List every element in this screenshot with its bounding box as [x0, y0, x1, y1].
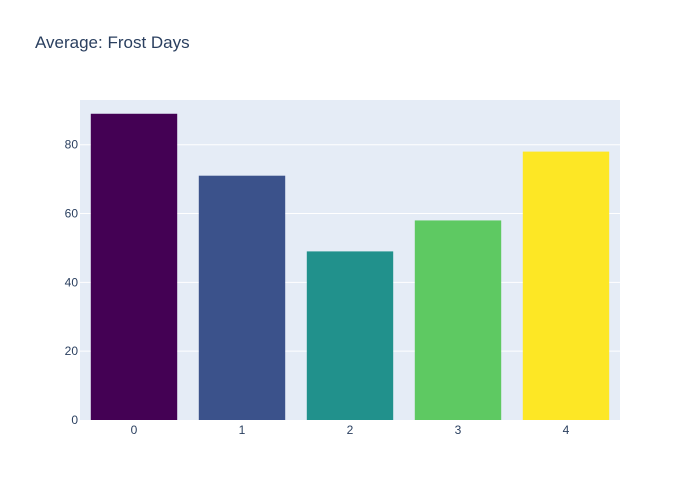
x-axis-ticks: 0 1 2 3 4 — [131, 423, 570, 437]
bar-2[interactable] — [306, 251, 394, 420]
x-tick-label: 1 — [239, 423, 246, 437]
y-tick-label: 60 — [65, 207, 79, 221]
bar-0[interactable] — [90, 113, 178, 421]
y-tick-label: 20 — [65, 344, 79, 358]
bar-3[interactable] — [414, 220, 502, 420]
bars — [90, 113, 610, 421]
bar-4[interactable] — [522, 151, 610, 420]
x-tick-label: 2 — [347, 423, 354, 437]
x-tick-label: 4 — [563, 423, 570, 437]
y-tick-label: 40 — [65, 275, 79, 289]
bar-1[interactable] — [198, 175, 286, 420]
x-tick-label: 0 — [131, 423, 138, 437]
x-tick-label: 3 — [455, 423, 462, 437]
y-tick-label: 0 — [71, 413, 78, 427]
y-axis-ticks: 0 20 40 60 80 — [65, 138, 79, 427]
y-tick-label: 80 — [65, 138, 79, 152]
chart-title: Average: Frost Days — [35, 33, 190, 52]
